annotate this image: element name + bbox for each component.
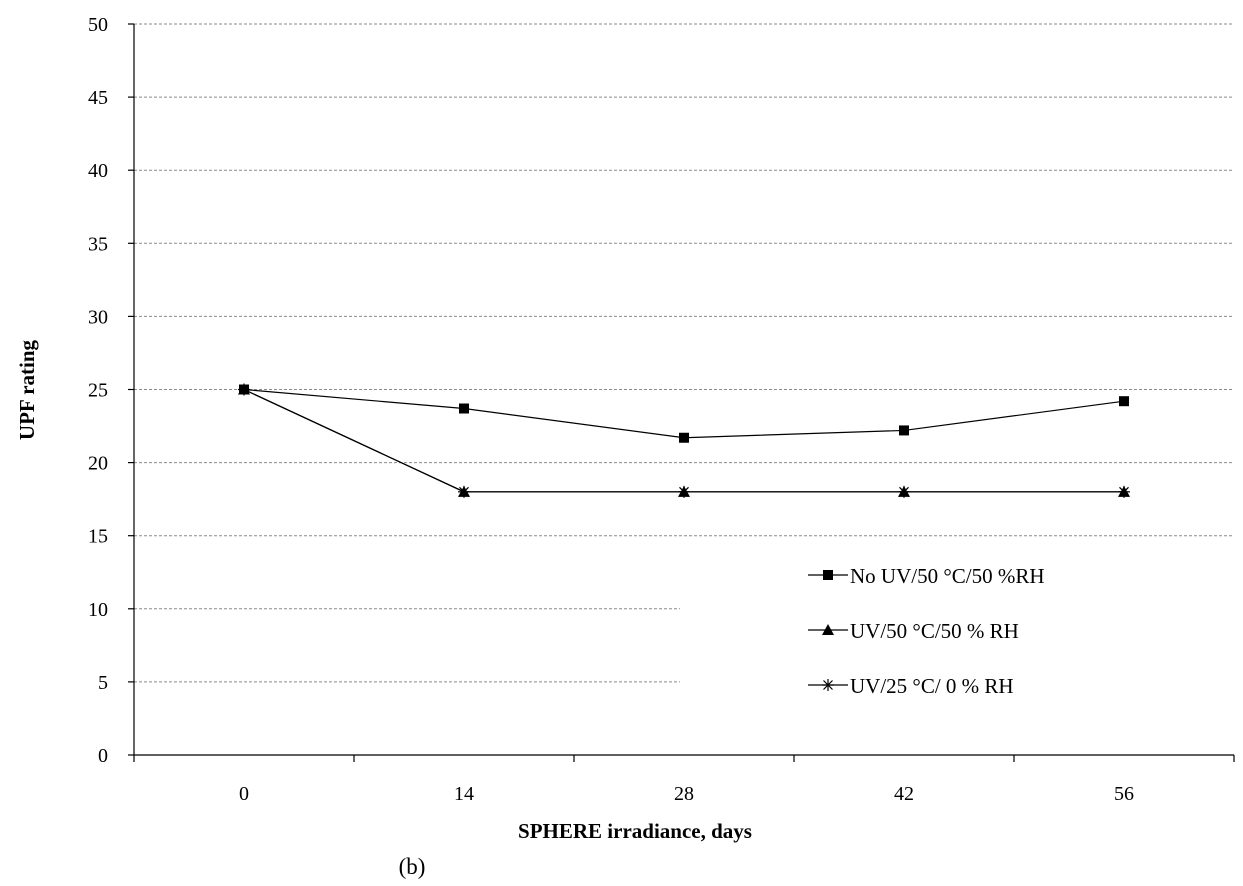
y-tick-label: 0: [98, 745, 108, 767]
x-tick-label: 56: [1114, 783, 1134, 805]
x-tick-label: 28: [674, 783, 694, 805]
legend-marker: [822, 624, 834, 635]
data-point-series-3: [458, 485, 470, 498]
data-point-series-1: [459, 403, 469, 414]
y-tick-labels: 0 5 10 15 20 25 30 35 40 45 50: [88, 14, 108, 767]
legend-marker: [822, 679, 834, 691]
legend-label: No UV/50 °C/50 %RH: [850, 564, 1045, 588]
data-point-series-1: [899, 425, 909, 436]
legend-marker: [823, 570, 833, 580]
figure-caption: (b): [399, 854, 426, 879]
y-tick-label: 30: [88, 306, 108, 328]
y-tick-label: 15: [88, 526, 108, 548]
y-tick-label: 5: [98, 672, 108, 694]
data-point-series-3: [678, 485, 690, 498]
star-stroke: [823, 680, 833, 690]
x-axis-title: SPHERE irradiance, days: [518, 819, 752, 843]
x-tick-label: 14: [454, 783, 474, 805]
legend-label: UV/25 °C/ 0 % RH: [850, 674, 1014, 698]
star-stroke: [239, 384, 249, 395]
axes: [128, 23, 1235, 762]
x-tick-label: 42: [894, 783, 914, 805]
data-point-series-3: [898, 485, 910, 498]
y-tick-label: 10: [88, 599, 108, 621]
x-tick-label: 0: [239, 783, 249, 805]
data-point-series-3: [238, 383, 250, 396]
data-point-series-1: [679, 432, 689, 443]
y-tick-label: 25: [88, 380, 108, 402]
series-lines: [238, 383, 1130, 498]
legend: No UV/50 °C/50 %RH UV/50 °C/50 % RH UV/25 …: [808, 564, 1045, 698]
star-stroke: [1119, 486, 1129, 497]
series-line-1: [243, 388, 1125, 439]
gridlines: [134, 23, 1234, 683]
data-point-series-3: [1118, 485, 1130, 498]
star-stroke: [459, 486, 469, 497]
x-tick-labels: 0 14 28 42 56: [239, 783, 1134, 805]
y-tick-label: 35: [88, 233, 108, 255]
data-point-series-1: [1119, 396, 1129, 407]
star-stroke: [899, 486, 909, 497]
y-tick-label: 20: [88, 453, 108, 475]
y-tick-label: 50: [88, 14, 108, 36]
y-axis-title: UPF rating: [15, 339, 39, 440]
y-tick-label: 45: [88, 87, 108, 109]
legend-label: UV/50 °C/50 % RH: [850, 619, 1019, 643]
star-stroke: [679, 486, 689, 497]
y-tick-label: 40: [88, 160, 108, 182]
